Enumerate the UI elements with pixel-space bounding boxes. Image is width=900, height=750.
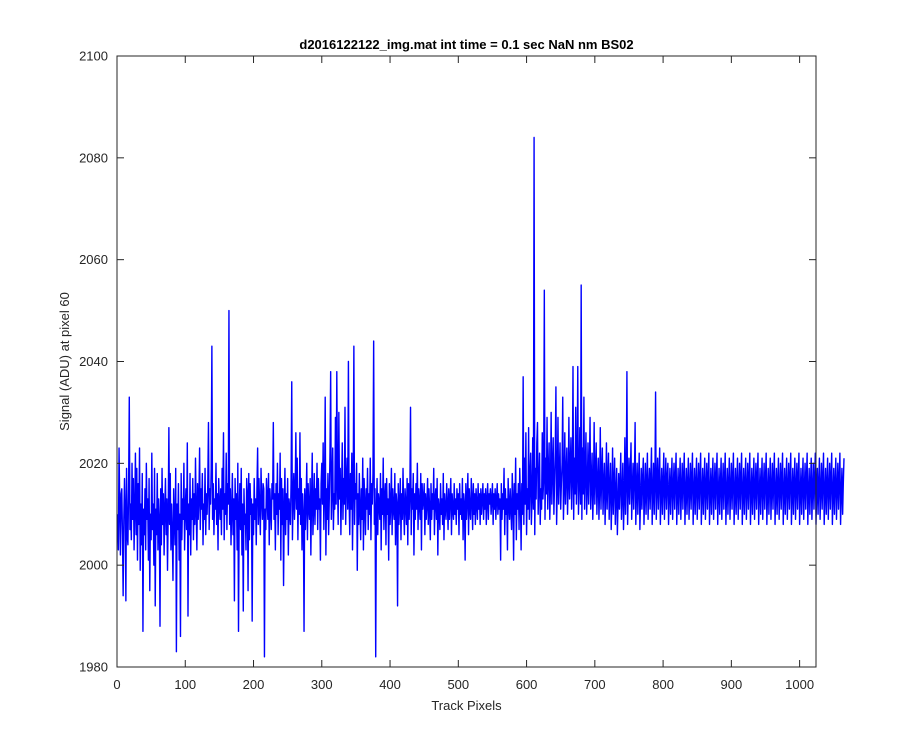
y-tick-label: 2080: [79, 150, 108, 165]
y-axis-label: Signal (ADU) at pixel 60: [57, 292, 72, 431]
x-tick-label: 0: [113, 677, 120, 692]
x-tick-label: 800: [652, 677, 674, 692]
x-tick-label: 100: [174, 677, 196, 692]
plot-area-background: [117, 56, 816, 667]
x-tick-label: 700: [584, 677, 606, 692]
y-tick-label: 2100: [79, 49, 108, 64]
x-tick-label: 1000: [785, 677, 814, 692]
y-tick-label: 2020: [79, 456, 108, 471]
x-tick-label: 600: [516, 677, 538, 692]
chart-title: d2016122122_img.mat int time = 0.1 sec N…: [299, 37, 633, 52]
x-tick-label: 400: [379, 677, 401, 692]
x-tick-label: 900: [721, 677, 743, 692]
y-tick-label: 2000: [79, 558, 108, 573]
x-tick-label: 500: [447, 677, 469, 692]
axes-layer: 0 100 200 300 400 500 600 700 800 900 1000 1980 2000…: [79, 49, 817, 692]
series-layer: [116, 136, 845, 658]
y-tick-label: 2040: [79, 354, 108, 369]
x-tick-label: 300: [311, 677, 333, 692]
series-line-1: [116, 136, 845, 658]
y-tick-label: 2060: [79, 252, 108, 267]
x-axis-label: Track Pixels: [431, 698, 502, 713]
x-tick-label: 200: [243, 677, 265, 692]
y-tick-label: 1980: [79, 660, 108, 675]
